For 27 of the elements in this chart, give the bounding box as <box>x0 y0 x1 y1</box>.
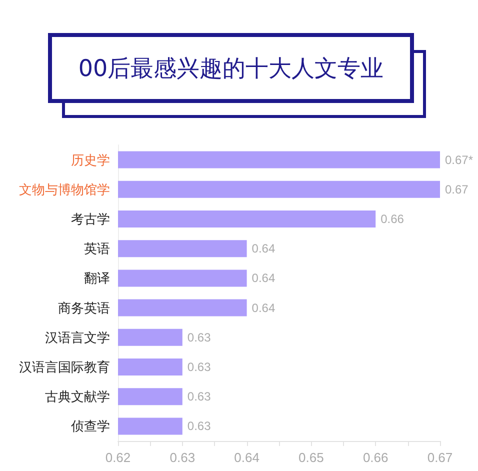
y-tick-label: 汉语言文学 <box>45 330 110 345</box>
data-label: 0.67 <box>445 182 469 196</box>
y-tick-label: 英语 <box>84 241 110 256</box>
data-label: 0.64 <box>252 300 276 315</box>
data-label: 0.64 <box>252 242 276 256</box>
data-label: 0.64 <box>252 271 276 286</box>
x-tick-label: 0.67 <box>427 450 453 465</box>
data-label: 0.63 <box>187 330 212 344</box>
y-tick-label: 商务英语 <box>58 300 110 316</box>
y-tick-label: 考古学 <box>71 212 110 226</box>
data-label: 0.63 <box>187 419 212 434</box>
y-tick-label: 文物与博物馆学 <box>19 182 110 197</box>
data-label: 0.66 <box>380 212 404 226</box>
x-tick-label: 0.64 <box>234 450 260 465</box>
chart-title: 00后最感兴趣的十大人文专业 <box>48 33 414 103</box>
x-tick-label: 0.65 <box>298 450 324 465</box>
y-tick-label: 历史学 <box>71 152 110 168</box>
x-tick-label: 0.62 <box>105 450 131 465</box>
y-tick-label: 侦查学 <box>70 418 110 434</box>
data-label: 0.67* <box>445 152 474 167</box>
data-label: 0.63 <box>187 360 212 374</box>
x-tick-label: 0.63 <box>170 450 196 465</box>
data-label: 0.63 <box>187 390 212 404</box>
y-tick-label: 古典文献学 <box>45 389 110 404</box>
x-tick-label: 0.66 <box>362 450 388 465</box>
y-tick-label: 汉语言国际教育 <box>19 360 110 374</box>
y-tick-label: 翻译 <box>84 270 110 286</box>
